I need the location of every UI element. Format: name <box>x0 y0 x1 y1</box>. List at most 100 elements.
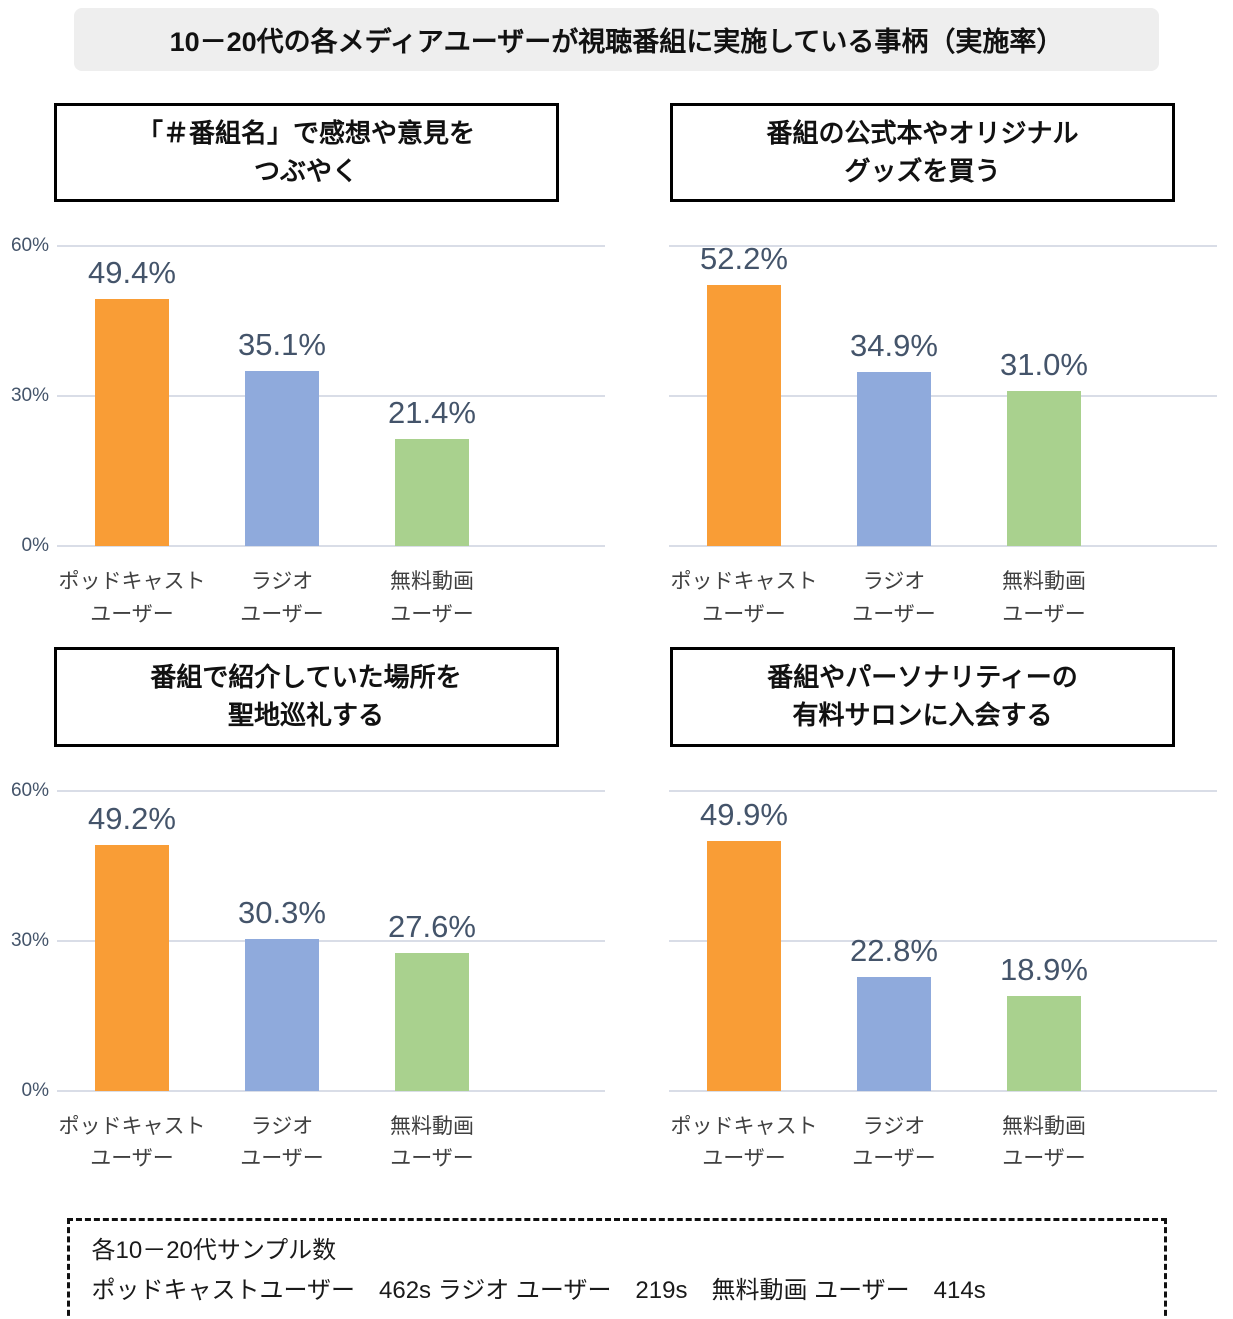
sample-size-note: 各10－20代サンプル数 ポッドキャストユーザー 462s ラジオ ユーザー 2… <box>66 1217 1167 1319</box>
category-label: 無料動画 ユーザー <box>969 1111 1119 1176</box>
chart-panel-buy-goods: 番組の公式本やオリジナル グッズを買う 52.2% 34.9% 31.0% ポッドキ… <box>612 103 1233 647</box>
category-label-line: 無料動画 <box>1002 1114 1086 1138</box>
bar-ポッドキャストユーザー <box>707 841 781 1091</box>
y-tick-label: 30% <box>10 385 49 407</box>
bar-ポッドキャストユーザー <box>95 844 169 1091</box>
value-label: 31.0% <box>1000 347 1088 383</box>
bar-slot: 52.2% <box>669 241 819 547</box>
category-label-line: ラジオ <box>250 1114 314 1138</box>
bar-slot: 22.8% <box>819 791 969 1091</box>
category-label: 無料動画 ユーザー <box>969 566 1119 631</box>
bar-無料動画ユーザー <box>395 952 469 1091</box>
value-label: 22.8% <box>850 932 938 968</box>
bar-ラジオユーザー <box>857 976 931 1091</box>
bar-slot: 21.4% <box>357 246 507 547</box>
category-label: ポッドキャスト ユーザー <box>57 1111 207 1176</box>
gridline <box>669 939 1217 942</box>
y-tick-label: 0% <box>21 1079 49 1101</box>
category-label-line: ラジオ <box>250 570 314 594</box>
plot-area: 52.2% 34.9% 31.0% <box>669 241 1217 548</box>
y-axis: 0% 30% 60% <box>0 780 57 1101</box>
y-axis: 0% 30% 60% <box>0 235 57 556</box>
y-tick-label: 60% <box>10 235 49 257</box>
category-label: ラジオ ユーザー <box>207 1111 357 1176</box>
gridline <box>57 789 605 792</box>
value-label: 49.9% <box>700 797 788 833</box>
value-label: 30.3% <box>238 895 326 931</box>
x-axis-categories: ポッドキャスト ユーザー ラジオ ユーザー 無料動画 ユーザー <box>669 1111 1217 1176</box>
chart-title-line1: 番組の公式本やオリジナル <box>766 118 1079 148</box>
bar-無料動画ユーザー <box>395 439 469 547</box>
sample-size-line1: 各10－20代サンプル数 <box>91 1236 337 1264</box>
x-axis-categories: ポッドキャスト ユーザー ラジオ ユーザー 無料動画 ユーザー <box>669 566 1217 631</box>
plot-area: 49.2% 30.3% 27.6% <box>57 789 605 1092</box>
gridline <box>57 939 605 942</box>
chart-title-line2: つぶやく <box>253 155 358 186</box>
chart-area: 0% 30% 60% 49.2% 30.3% 27.6% <box>0 780 612 1101</box>
gridline <box>669 789 1217 792</box>
x-axis-categories: ポッドキャスト ユーザー ラジオ ユーザー 無料動画 ユーザー <box>57 1111 605 1176</box>
category-label-line: ユーザー <box>240 602 324 626</box>
category-label: ラジオ ユーザー <box>819 1111 969 1176</box>
category-label: ポッドキャスト ユーザー <box>57 566 207 631</box>
bar-slot: 18.9% <box>969 791 1119 1091</box>
chart-title-line1: 番組やパーソナリティーの <box>767 662 1078 693</box>
gridline <box>669 395 1217 398</box>
plot-area: 49.9% 22.8% 18.9% <box>669 789 1217 1092</box>
category-label: ラジオ ユーザー <box>207 566 357 631</box>
category-label-line: ユーザー <box>390 602 474 626</box>
gridline <box>57 245 605 248</box>
category-label-line: 無料動画 <box>390 570 474 594</box>
category-label: 無料動画 ユーザー <box>357 1111 507 1176</box>
bar-slot: 49.2% <box>57 791 207 1091</box>
value-label: 52.2% <box>700 241 788 277</box>
value-label: 27.6% <box>388 908 476 944</box>
category-label-line: ユーザー <box>1002 602 1086 626</box>
bar-slot: 30.3% <box>207 791 357 1091</box>
sample-size-line2: ポッドキャストユーザー 462s ラジオ ユーザー 219s 無料動画 ユーザー… <box>91 1276 986 1304</box>
chart-title: 番組で紹介していた場所を 聖地巡礼する <box>53 647 559 747</box>
gridline <box>669 1089 1217 1092</box>
chart-title-line1: 番組で紹介していた場所を <box>150 662 462 693</box>
page-title: 10－20代の各メディアユーザーが視聴番組に実施している事柄（実施率） <box>74 8 1159 71</box>
bar-無料動画ユーザー <box>1007 996 1081 1091</box>
y-axis <box>612 791 669 1091</box>
category-label-line: ユーザー <box>90 602 174 626</box>
value-label: 21.4% <box>388 395 476 431</box>
category-label-line: ユーザー <box>1002 1147 1086 1171</box>
value-label: 49.2% <box>88 800 176 836</box>
category-label-line: ポッドキャスト <box>58 1114 206 1138</box>
category-label-line: 無料動画 <box>390 1114 474 1138</box>
chart-panel-pilgrimage: 番組で紹介していた場所を 聖地巡礼する 0% 30% 60% 49.2% 30.3% 2… <box>0 647 612 1191</box>
category-label: ラジオ ユーザー <box>819 566 969 631</box>
bar-slot: 49.9% <box>669 791 819 1091</box>
y-tick-label: 60% <box>10 779 49 801</box>
chart-title: 番組の公式本やオリジナル グッズを買う <box>670 103 1175 203</box>
chart-title-line2: 有料サロンに入会する <box>792 700 1053 731</box>
category-label-line: 無料動画 <box>1002 570 1086 594</box>
chart-title-line2: グッズを買う <box>844 155 1001 186</box>
category-label-line: ラジオ <box>862 570 926 594</box>
y-axis <box>612 246 669 546</box>
bar-無料動画ユーザー <box>1007 391 1081 547</box>
category-label-line: ユーザー <box>702 602 786 626</box>
chart-panel-hashtag-tweet: 「＃番組名」で感想や意見を つぶやく 0% 30% 60% 49.4% 35.1% 21… <box>0 103 612 647</box>
y-tick-label: 0% <box>21 535 49 557</box>
bar-ポッドキャストユーザー <box>95 299 169 547</box>
gridline <box>57 395 605 398</box>
gridline <box>57 1089 605 1092</box>
charts-grid: 「＃番組名」で感想や意見を つぶやく 0% 30% 60% 49.4% 35.1% 21… <box>0 103 1233 1192</box>
bar-slot: 34.9% <box>819 246 969 547</box>
chart-panel-paid-salon: 番組やパーソナリティーの 有料サロンに入会する 49.9% 22.8% 18.9% … <box>612 647 1233 1191</box>
chart-area: 52.2% 34.9% 31.0% <box>612 241 1233 548</box>
bar-ラジオユーザー <box>245 939 319 1091</box>
category-label-line: ポッドキャスト <box>670 570 818 594</box>
x-axis-categories: ポッドキャスト ユーザー ラジオ ユーザー 無料動画 ユーザー <box>57 566 605 631</box>
bar-ラジオユーザー <box>245 370 319 547</box>
category-label-line: ユーザー <box>390 1147 474 1171</box>
category-label-line: ユーザー <box>90 1147 174 1171</box>
category-label-line: ユーザー <box>852 602 936 626</box>
value-label: 18.9% <box>1000 952 1088 988</box>
chart-title-line1: 「＃番組名」で感想や意見を <box>136 118 475 148</box>
